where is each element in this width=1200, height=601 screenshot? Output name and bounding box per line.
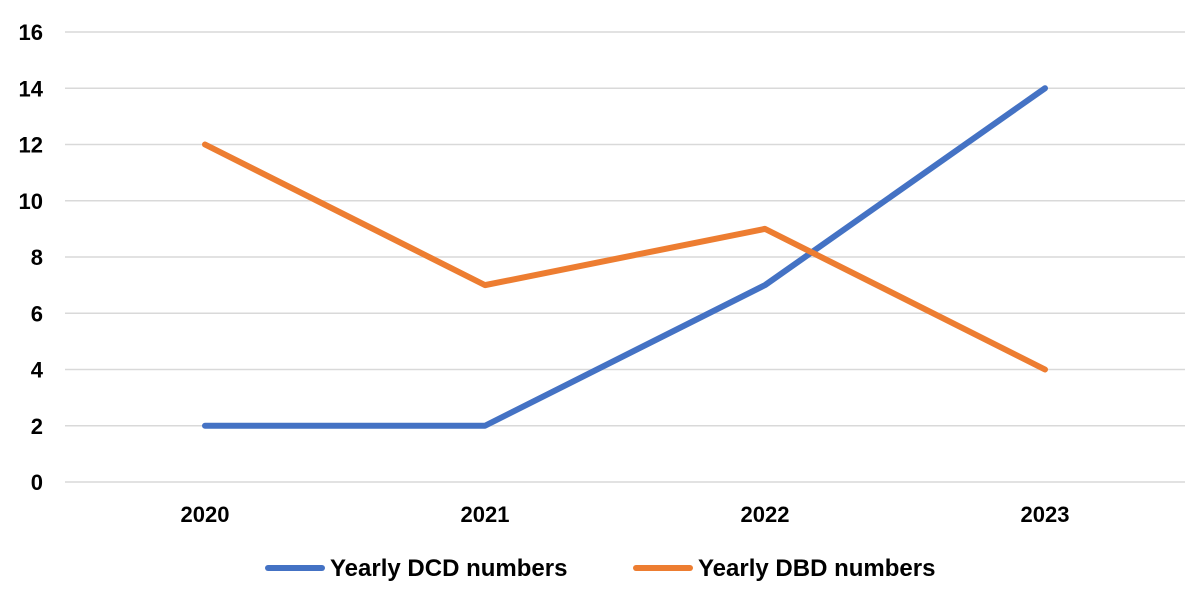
y-tick-label: 2	[31, 414, 43, 439]
series-line-dcd	[202, 85, 1048, 429]
y-tick-label: 14	[19, 76, 44, 101]
y-tick-label: 12	[19, 133, 43, 158]
x-tick-label: 2020	[181, 502, 230, 527]
x-tick-label: 2021	[461, 502, 510, 527]
y-tick-label: 16	[19, 20, 43, 45]
series-line-dbd	[202, 141, 1048, 373]
legend-label: Yearly DCD numbers	[330, 555, 567, 582]
legend: Yearly DCD numbers Yearly DBD numbers	[265, 555, 935, 582]
y-tick-label: 10	[19, 189, 43, 214]
x-tick-label: 2022	[741, 502, 790, 527]
y-tick-label: 8	[31, 245, 43, 270]
legend-label: Yearly DBD numbers	[698, 555, 935, 582]
x-axis-ticks: 2020 2021 2022 2023	[181, 502, 1070, 527]
y-tick-label: 6	[31, 301, 43, 326]
x-tick-label: 2023	[1021, 502, 1070, 527]
y-axis-ticks: 0 2 4 6 8 10 12 14 16	[19, 20, 44, 495]
y-tick-label: 4	[31, 358, 44, 383]
y-tick-label: 0	[31, 470, 43, 495]
series-lines	[202, 85, 1048, 429]
